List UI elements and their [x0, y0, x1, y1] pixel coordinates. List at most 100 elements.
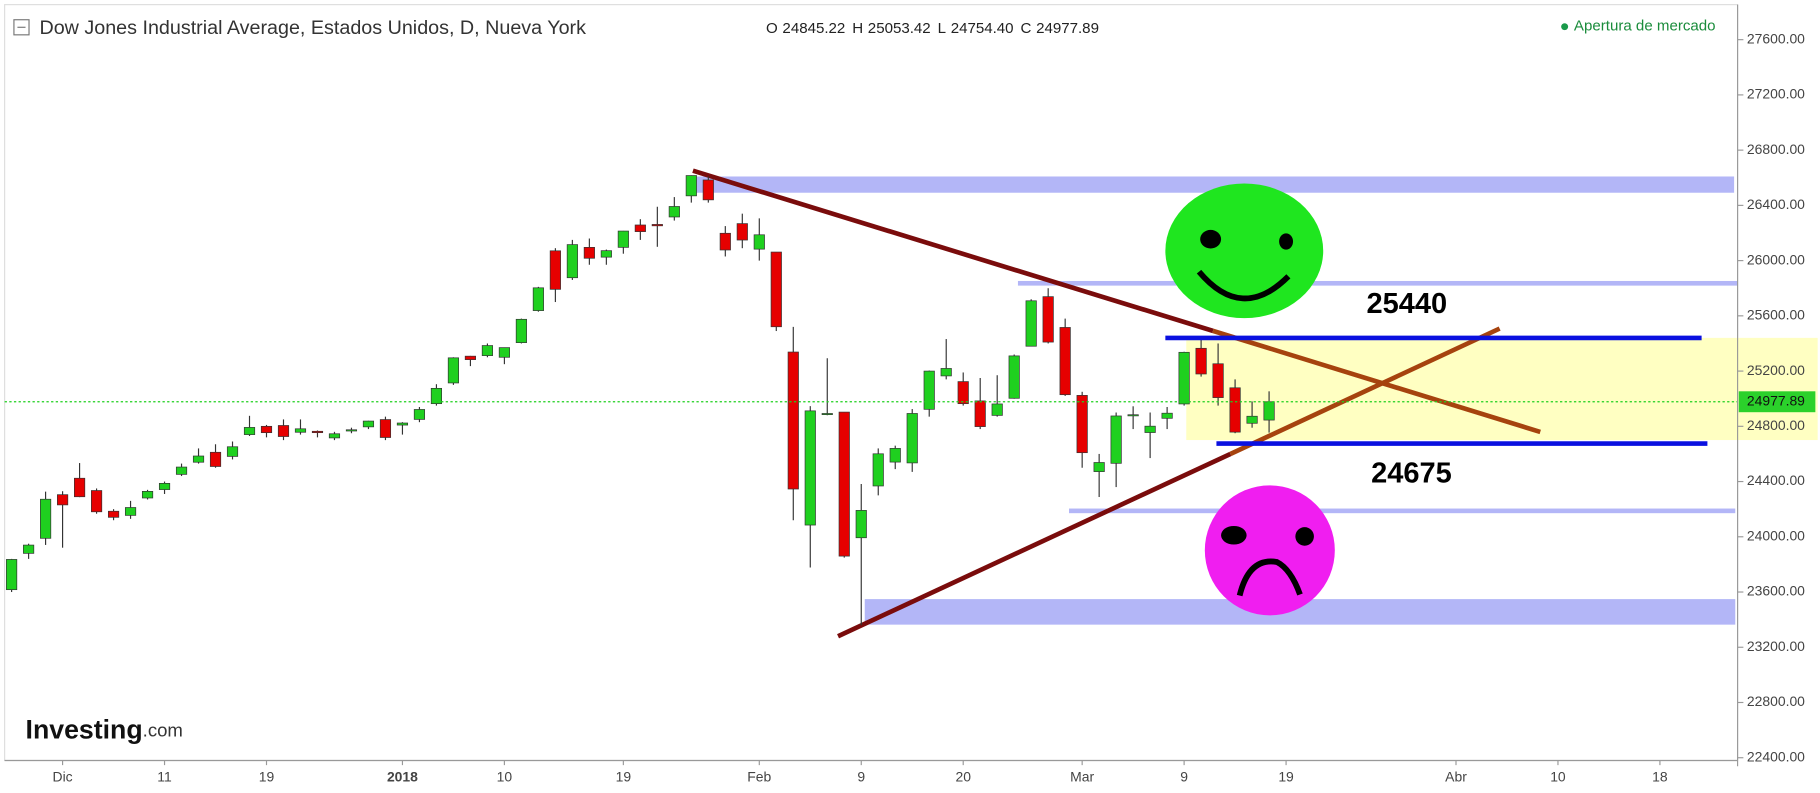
candle-body — [838, 411, 850, 557]
support-line — [1069, 508, 1736, 514]
y-tick-label: 27200.00 — [1747, 86, 1805, 102]
candle-body — [1093, 462, 1105, 472]
candle-body — [1263, 401, 1275, 421]
last-price-box — [1738, 391, 1816, 413]
candle-body — [40, 498, 52, 539]
logo-suffix: .com — [143, 719, 183, 740]
x-tick-label: 19 — [259, 769, 275, 785]
candle-body — [107, 510, 120, 518]
candle-body — [753, 234, 765, 250]
y-tick-label: 26400.00 — [1747, 196, 1805, 212]
candle-body — [617, 230, 629, 248]
candle-body — [736, 223, 748, 241]
candle-body — [583, 247, 595, 259]
candle-body — [1025, 300, 1037, 347]
candle-body — [549, 250, 561, 290]
candle-body — [311, 430, 324, 434]
candle-body — [141, 491, 154, 499]
y-tick-label: 24000.00 — [1747, 527, 1805, 543]
y-tick-label: 22800.00 — [1747, 693, 1805, 709]
logo-main: Investing — [26, 715, 143, 745]
candle-body — [651, 224, 663, 227]
candle-body — [668, 206, 680, 218]
quote-value: 25053.42 — [868, 20, 931, 37]
candle-body — [923, 370, 935, 410]
candle-body — [396, 422, 409, 426]
candle-body — [1059, 327, 1071, 396]
y-tick-label: 27600.00 — [1747, 30, 1805, 46]
x-tick-label: 20 — [955, 769, 971, 785]
status-dot — [1561, 23, 1569, 31]
candle-body — [74, 477, 86, 498]
candle-body — [940, 368, 952, 377]
candle-body — [685, 175, 697, 197]
candle-body — [1110, 415, 1122, 464]
candle-body — [6, 559, 18, 591]
x-tick-label: 9 — [857, 769, 865, 785]
x-tick-label: 2018 — [387, 769, 418, 785]
candle-body — [787, 351, 799, 490]
sad-face — [1204, 485, 1335, 616]
resistance-line — [1017, 280, 1738, 286]
candle-body — [719, 232, 731, 251]
candle-body — [566, 244, 578, 279]
y-tick-label: 25200.00 — [1747, 362, 1805, 378]
candle-body — [413, 409, 426, 420]
y-tick-label: 24800.00 — [1747, 417, 1805, 433]
y-tick-label: 26800.00 — [1747, 141, 1805, 157]
y-tick-label: 22400.00 — [1747, 748, 1805, 764]
candle-body — [243, 427, 256, 435]
candle-body — [804, 410, 816, 526]
eye — [1200, 229, 1222, 249]
candle-body — [57, 494, 69, 506]
drawings — [692, 168, 1818, 639]
candle-body — [1161, 412, 1173, 419]
quote-key: H — [852, 20, 863, 37]
quote-value: 24754.40 — [951, 20, 1014, 37]
trend-line — [837, 451, 1232, 639]
candle-body — [328, 433, 341, 439]
quote-key: C — [1021, 20, 1032, 37]
candle-body — [481, 345, 493, 356]
y-tick-label: 24400.00 — [1747, 472, 1805, 488]
quote: O 24845.22 H 25053.42 L 24754.40 C 24977.89 — [766, 20, 1099, 37]
eye — [1295, 527, 1314, 546]
eye — [1279, 233, 1294, 250]
x-tick-label: Mar — [1070, 769, 1094, 785]
candle-body — [1178, 351, 1190, 405]
x-tick-label: 18 — [1652, 769, 1668, 785]
x-tick-label: 10 — [1550, 769, 1566, 785]
x-tick-label: Abr — [1445, 769, 1467, 785]
candle-body — [1042, 296, 1054, 343]
candle-body — [1246, 415, 1258, 424]
candle-body — [498, 347, 510, 358]
candle-body — [770, 251, 782, 328]
candle-body — [260, 425, 273, 434]
chart-title: Dow Jones Industrial Average, Estados Un… — [39, 17, 586, 39]
candle-body — [889, 448, 901, 463]
x-tick-label: Dic — [53, 769, 73, 785]
candle-body — [974, 400, 986, 427]
trend-line — [1229, 326, 1501, 457]
collapse-icon[interactable] — [13, 19, 30, 36]
level-label: 25440 — [1366, 288, 1447, 320]
frown — [1236, 558, 1303, 597]
x-tick-label: 11 — [157, 769, 172, 785]
last-price-label: 24977.89 — [1747, 392, 1805, 408]
trend-line — [692, 168, 1214, 334]
y-tick-label: 23600.00 — [1747, 583, 1805, 599]
candle-body — [209, 451, 222, 467]
candle-body — [23, 544, 35, 554]
y-tick-label: 23200.00 — [1747, 638, 1805, 654]
candle-body — [1229, 387, 1241, 433]
eye — [1221, 525, 1247, 545]
candle-body — [532, 287, 544, 311]
candle-body — [634, 224, 646, 232]
candle-body — [957, 381, 969, 405]
candle-body — [464, 355, 476, 360]
level-label: 24675 — [1371, 458, 1452, 490]
candle-body — [158, 482, 171, 490]
candle-body — [345, 429, 358, 432]
